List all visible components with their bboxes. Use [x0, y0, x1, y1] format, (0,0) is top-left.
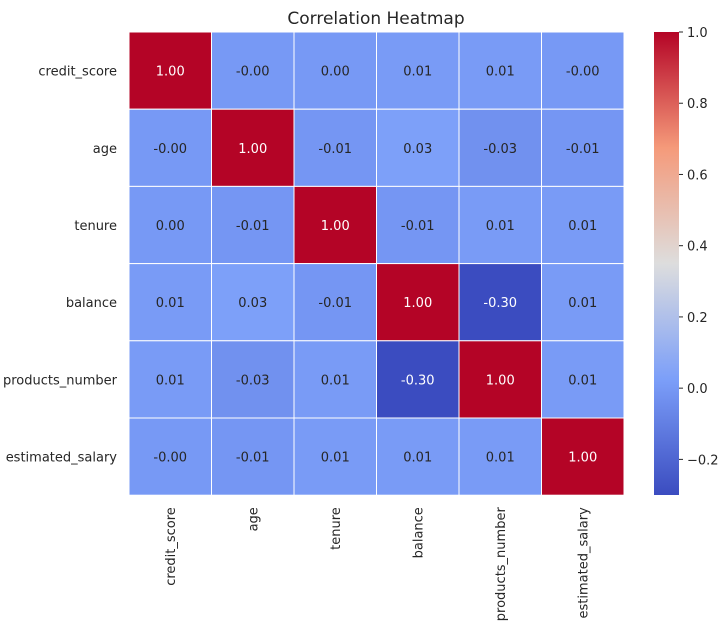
y-tick-label: age	[93, 142, 117, 157]
heatmap-cell	[541, 263, 625, 342]
heatmap-cell	[211, 185, 295, 265]
cell-value-label: 0.01	[321, 373, 350, 388]
cell-value-label: -0.30	[483, 296, 517, 311]
cell-value-label: 0.01	[156, 296, 185, 311]
colorbar-tick-label: 0.2	[687, 311, 708, 326]
heatmap-cell	[211, 263, 295, 342]
cell-value-label: 1.00	[403, 296, 432, 311]
cell-value-label: -0.01	[236, 219, 270, 234]
heatmap-cell	[458, 417, 542, 496]
heatmap-cell	[211, 108, 295, 187]
cell-value-label: -0.03	[236, 373, 270, 388]
cell-value-label: -0.00	[153, 451, 187, 466]
colorbar: −0.2 0.0 0.2 0.4 0.6 0.8 1.0	[654, 26, 719, 495]
cell-value-label: 0.01	[403, 65, 432, 80]
heatmap-cell	[211, 31, 295, 110]
heatmap-cell	[293, 31, 377, 110]
cell-value-label: -0.01	[566, 142, 600, 157]
cell-value-label: 1.00	[568, 451, 597, 466]
cell-value-label: -0.30	[401, 373, 435, 388]
x-tick-label: estimated_salary	[577, 507, 592, 619]
cell-value-label: 0.01	[486, 219, 515, 234]
heatmap-cell	[128, 263, 212, 342]
heatmap-cell	[376, 31, 460, 110]
heatmap-cell	[293, 340, 377, 419]
y-tick-label: credit_score	[38, 65, 117, 80]
y-tick-label: products_number	[3, 373, 118, 388]
cell-value-label: 1.00	[238, 142, 267, 157]
heatmap-cell	[376, 263, 460, 342]
heatmap-cell	[541, 108, 625, 187]
colorbar-tick-label: −0.2	[687, 453, 719, 468]
heatmap-cells: 1.00 -0.00 0.00 0.01 0.01 -0.00 -0.00 1.00 -0.01…	[128, 31, 625, 496]
heatmap-cell	[458, 340, 542, 419]
heatmap-cell	[458, 185, 542, 265]
colorbar-tick-label: 0.4	[687, 240, 708, 255]
heatmap-cell	[541, 185, 625, 265]
heatmap-cell	[376, 185, 460, 265]
x-tick-label: credit_score	[164, 507, 179, 586]
cell-value-label: 0.01	[321, 451, 350, 466]
cell-value-label: 0.01	[403, 451, 432, 466]
colorbar-gradient	[654, 32, 679, 495]
cell-value-label: -0.01	[236, 451, 270, 466]
cell-value-label: -0.00	[236, 65, 270, 80]
cell-value-label: 1.00	[486, 373, 515, 388]
heatmap-cell	[376, 340, 460, 419]
cell-value-label: 0.01	[568, 219, 597, 234]
cell-value-label: 0.01	[568, 296, 597, 311]
heatmap-cell	[376, 108, 460, 187]
cell-value-label: 0.00	[321, 65, 350, 80]
cell-value-label: -0.01	[318, 142, 352, 157]
heatmap-cell	[293, 263, 377, 342]
cell-value-label: 1.00	[156, 65, 185, 80]
chart-title: Correlation Heatmap	[287, 9, 464, 29]
heatmap-cell	[458, 263, 542, 342]
x-tick-label: balance	[412, 507, 427, 558]
x-tick-label: age	[247, 507, 262, 531]
colorbar-tick-label: 0.8	[687, 97, 708, 112]
cell-value-label: -0.00	[566, 65, 600, 80]
cell-value-label: -0.01	[318, 296, 352, 311]
heatmap-cell	[128, 340, 212, 419]
cell-value-label: 0.01	[486, 65, 515, 80]
y-tick-label: tenure	[74, 219, 117, 234]
colorbar-tick-label: 0.0	[687, 382, 708, 397]
cell-value-label: 0.00	[156, 219, 185, 234]
heatmap-cell	[541, 31, 625, 110]
y-tick-label: balance	[66, 296, 117, 311]
x-axis-labels: credit_score age tenure balance products_num…	[164, 507, 592, 622]
heatmap-cell	[128, 31, 212, 110]
cell-value-label: 0.01	[486, 451, 515, 466]
cell-value-label: 0.03	[238, 296, 267, 311]
x-tick-label: products_number	[494, 507, 509, 622]
heatmap-cell	[541, 340, 625, 419]
heatmap-cell	[458, 31, 542, 110]
y-tick-label: estimated_salary	[6, 451, 118, 466]
cell-value-label: -0.03	[483, 142, 517, 157]
heatmap-cell	[541, 417, 625, 496]
cell-value-label: 0.01	[568, 373, 597, 388]
x-tick-label: tenure	[329, 507, 344, 550]
cell-value-label: -0.01	[401, 219, 435, 234]
heatmap-cell	[128, 417, 212, 496]
colorbar-tick-label: 0.6	[687, 168, 708, 183]
cell-value-label: 1.00	[321, 219, 350, 234]
cell-value-label: 0.03	[403, 142, 432, 157]
colorbar-tick-label: 1.0	[687, 26, 708, 41]
heatmap-cell	[128, 185, 212, 265]
cell-value-label: 0.01	[156, 373, 185, 388]
heatmap-cell	[376, 417, 460, 496]
cell-value-label: -0.00	[153, 142, 187, 157]
